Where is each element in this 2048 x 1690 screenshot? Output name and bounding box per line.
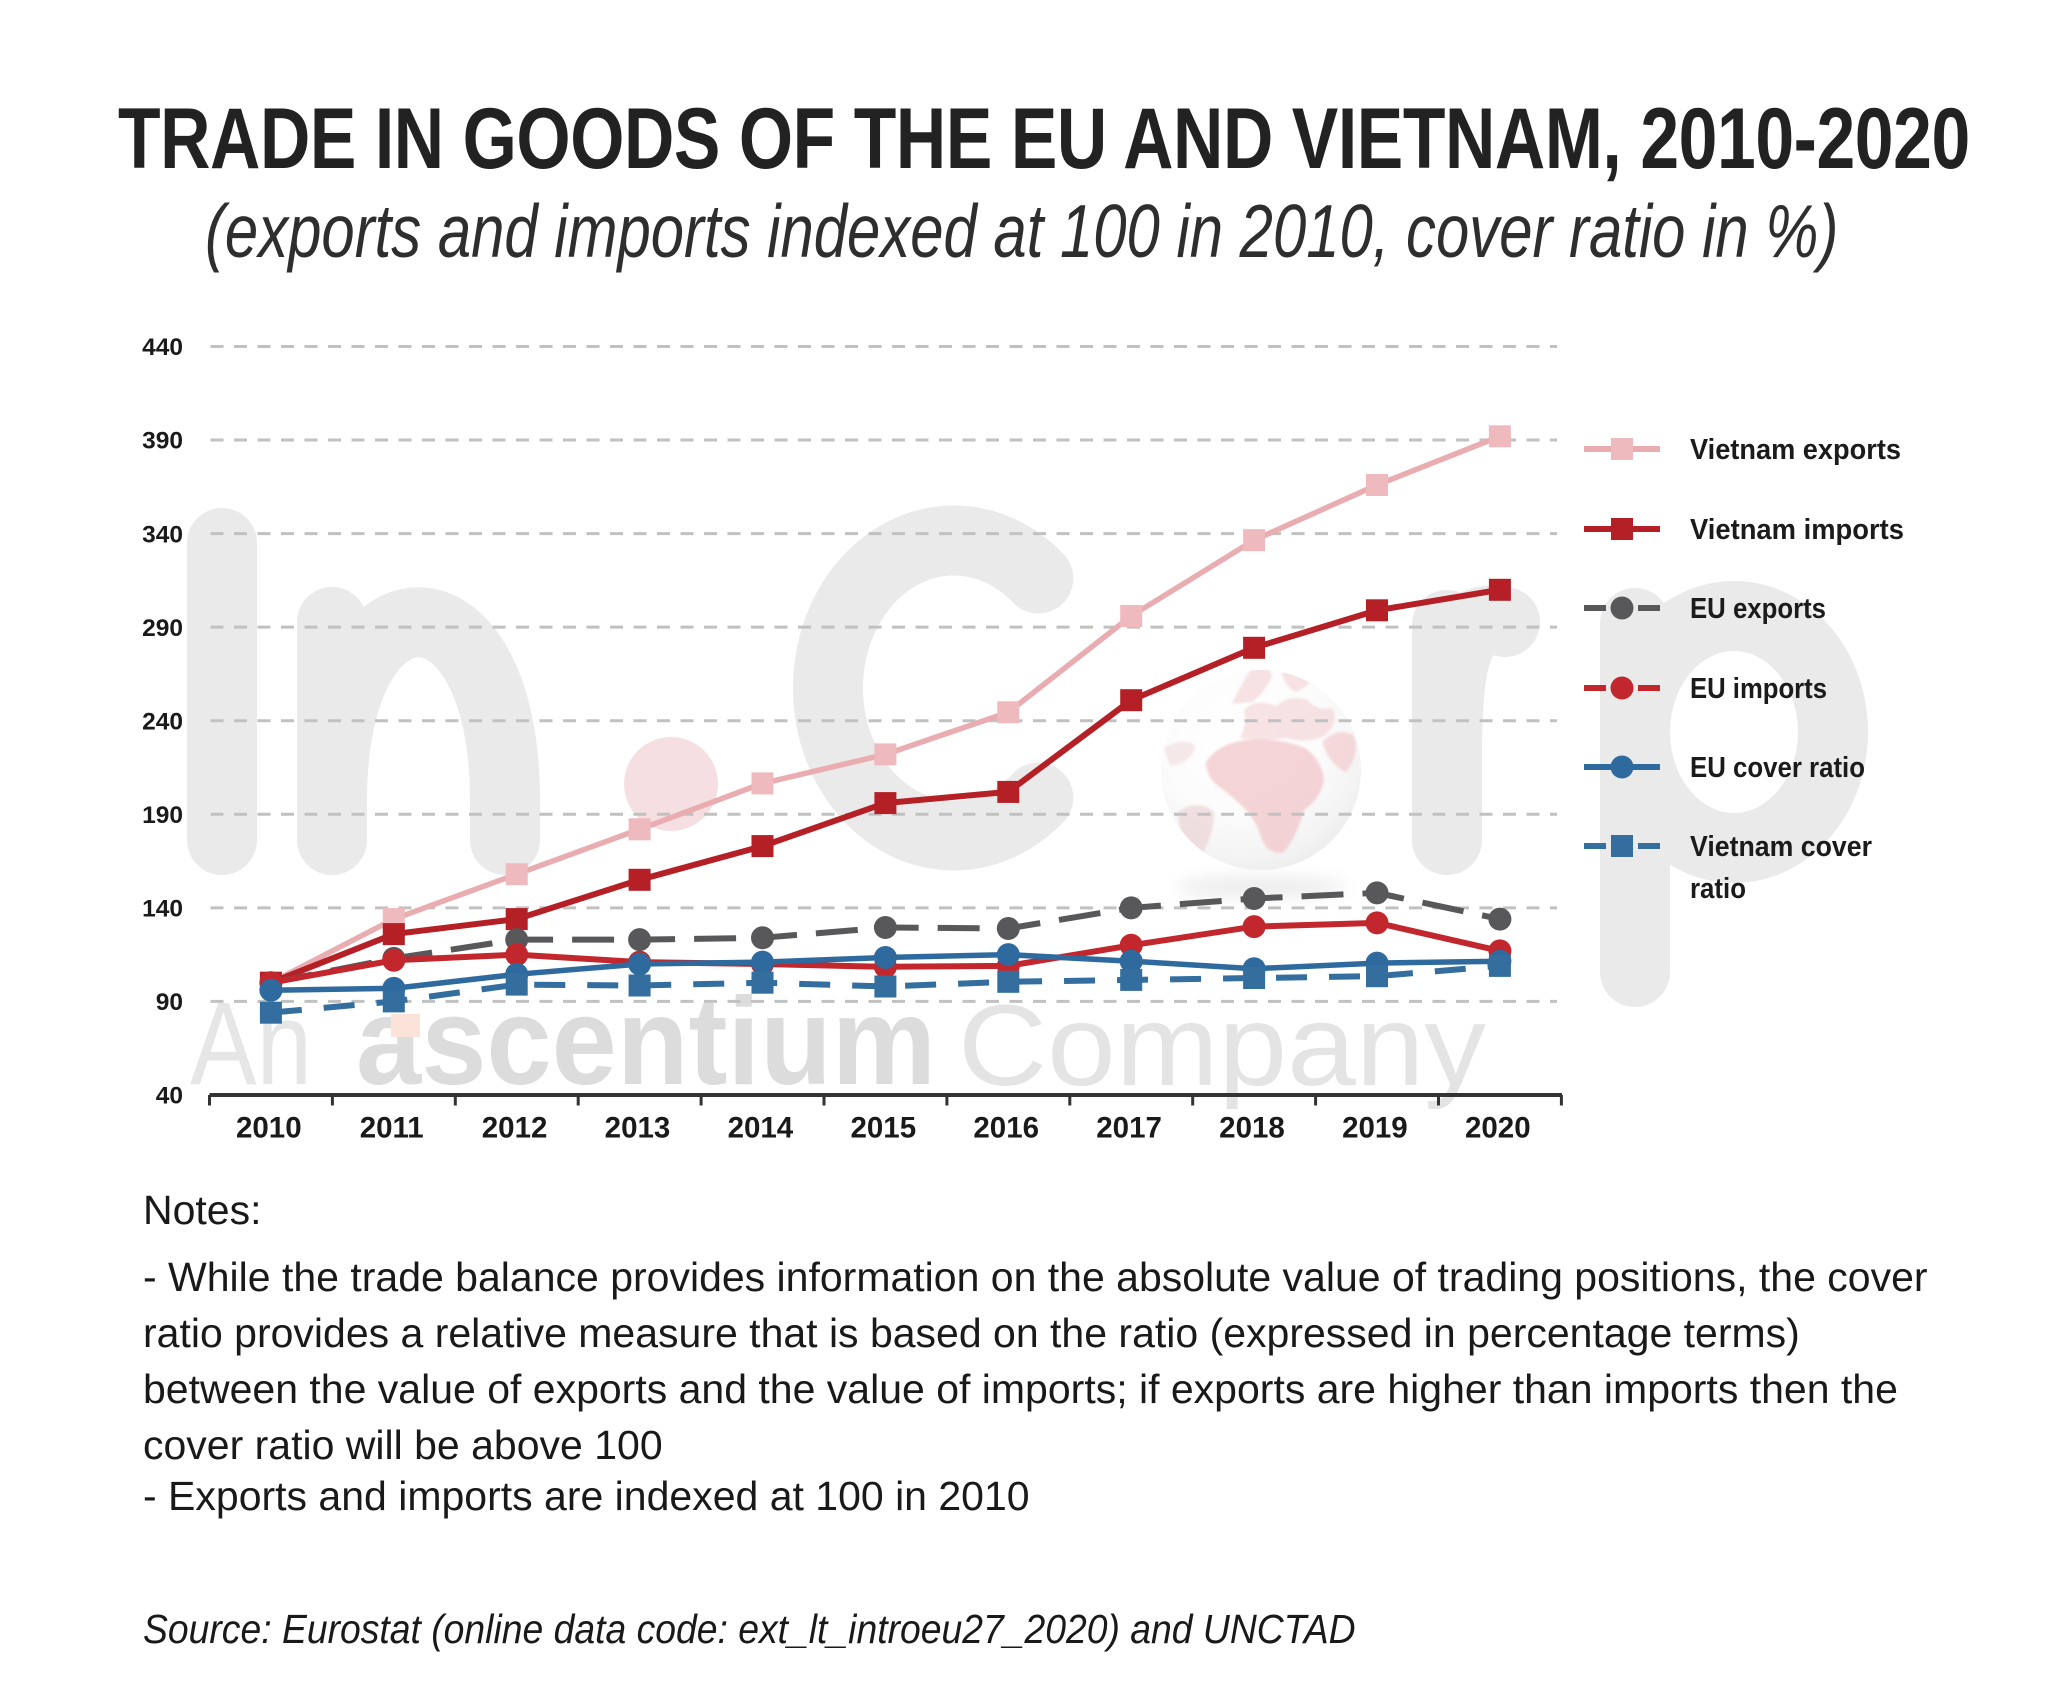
svg-text:EU cover ratio: EU cover ratio xyxy=(1690,752,1865,784)
svg-text:140: 140 xyxy=(142,896,183,923)
svg-text:90: 90 xyxy=(156,989,183,1016)
svg-text:Vietnam imports: Vietnam imports xyxy=(1690,514,1904,546)
svg-text:190: 190 xyxy=(142,802,183,829)
svg-text:2019: 2019 xyxy=(1342,1112,1408,1145)
svg-text:390: 390 xyxy=(142,428,183,455)
svg-text:440: 440 xyxy=(142,334,183,361)
svg-text:An: An xyxy=(190,978,312,1110)
svg-text:40: 40 xyxy=(156,1083,183,1110)
svg-text:Vietnam cover: Vietnam cover xyxy=(1690,831,1872,863)
svg-text:2014: 2014 xyxy=(728,1112,794,1145)
svg-text:2016: 2016 xyxy=(973,1112,1039,1145)
svg-text:290: 290 xyxy=(142,615,183,642)
svg-text:340: 340 xyxy=(142,521,183,548)
svg-text:ratio: ratio xyxy=(1690,873,1746,905)
svg-text:2015: 2015 xyxy=(850,1112,916,1145)
svg-text:2010: 2010 xyxy=(236,1112,302,1145)
svg-text:2018: 2018 xyxy=(1219,1112,1285,1145)
svg-text:Company: Company xyxy=(958,982,1487,1110)
svg-text:240: 240 xyxy=(142,708,183,735)
svg-text:2012: 2012 xyxy=(482,1112,548,1145)
svg-text:EU exports: EU exports xyxy=(1690,593,1826,625)
svg-text:Vietnam exports: Vietnam exports xyxy=(1690,434,1901,466)
svg-text:2011: 2011 xyxy=(360,1112,424,1145)
svg-text:2013: 2013 xyxy=(605,1112,671,1145)
svg-text:2017: 2017 xyxy=(1096,1112,1162,1145)
svg-text:EU imports: EU imports xyxy=(1690,673,1827,705)
svg-text:2020: 2020 xyxy=(1465,1112,1531,1145)
